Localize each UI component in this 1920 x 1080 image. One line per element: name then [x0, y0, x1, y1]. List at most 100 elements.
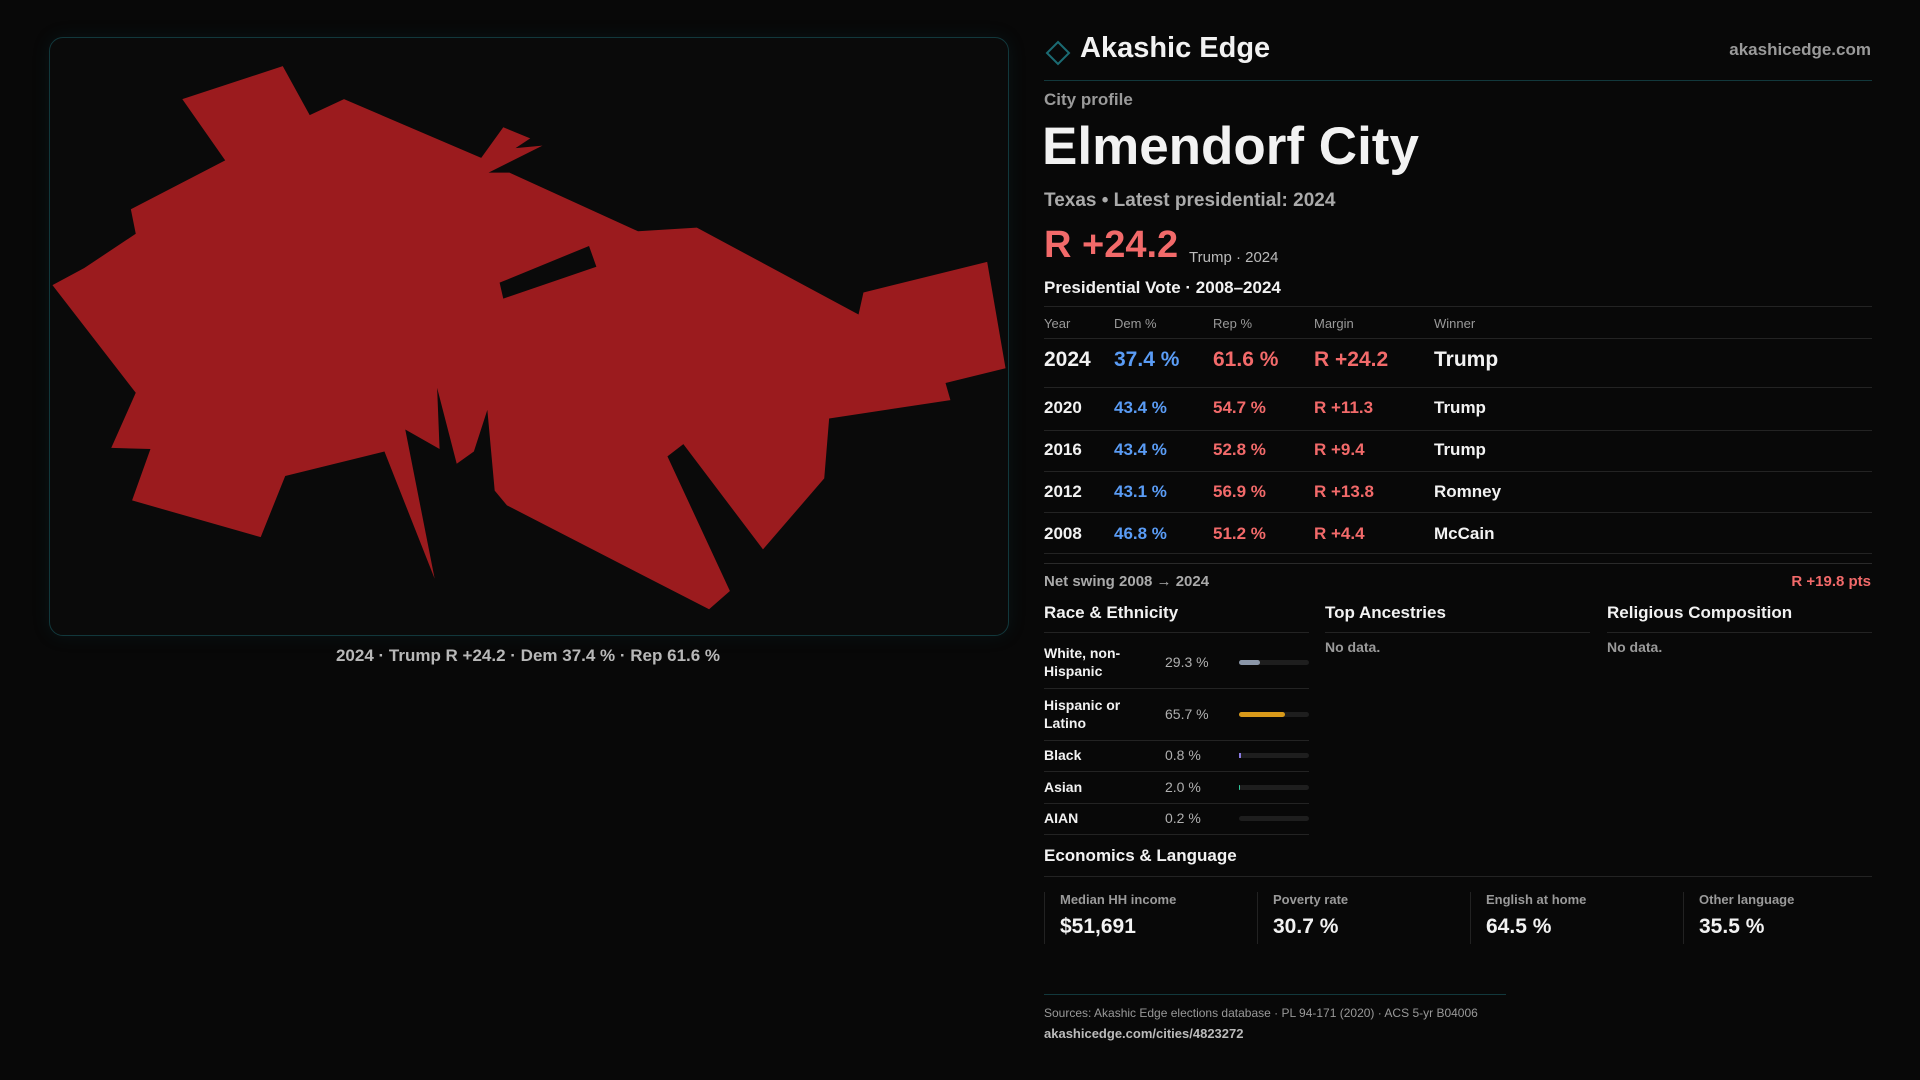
page-subtitle: Texas • Latest presidential: 2024	[1044, 190, 1336, 211]
race-value: 0.2 %	[1165, 810, 1201, 826]
vote-cell-winner: Romney	[1434, 482, 1502, 501]
divider	[1044, 632, 1309, 633]
diamond-outline-icon	[1045, 40, 1071, 66]
brand-name: Akashic Edge	[1080, 32, 1271, 64]
divider	[1325, 632, 1590, 633]
row-divider	[1044, 688, 1309, 689]
ancestries-title: Top Ancestries	[1325, 603, 1446, 622]
ancestries-empty: No data.	[1325, 639, 1381, 655]
stat-label: Other language	[1699, 892, 1795, 907]
stat-card: Poverty rate 30.7 %	[1257, 892, 1348, 944]
stat-card: English at home 64.5 %	[1470, 892, 1586, 944]
race-bar-fill	[1239, 785, 1241, 790]
row-divider	[1044, 553, 1872, 554]
race-value: 65.7 %	[1165, 706, 1209, 722]
vote-cell-rep: 56.9 %	[1213, 482, 1266, 501]
vote-cell-dem: 46.8 %	[1114, 524, 1167, 543]
race-bar-track	[1239, 785, 1309, 790]
row-divider	[1044, 387, 1872, 388]
footer-divider	[1044, 994, 1506, 995]
stat-card: Median HH income $51,691	[1044, 892, 1176, 944]
page-kicker: City profile	[1044, 90, 1133, 109]
row-divider	[1044, 834, 1309, 835]
race-bar-fill	[1239, 753, 1241, 758]
page-title: Elmendorf City	[1042, 117, 1419, 176]
race-value: 29.3 %	[1165, 654, 1209, 670]
divider	[1044, 563, 1872, 564]
city-boundary-shape	[52, 66, 1006, 610]
vote-cell-winner: Trump	[1434, 440, 1486, 459]
vote-cell-margin: R +4.4	[1314, 524, 1365, 543]
race-label: White, non-Hispanic	[1044, 645, 1121, 679]
row-divider	[1044, 803, 1309, 804]
divider	[1044, 876, 1872, 877]
vote-cell-year: 2008	[1044, 524, 1082, 543]
race-label: Black	[1044, 747, 1082, 763]
vote-cell-winner: Trump	[1434, 348, 1499, 371]
row-divider	[1044, 471, 1872, 472]
vote-cell-rep: 61.6 %	[1213, 348, 1279, 371]
race-label: AIAN	[1044, 810, 1079, 826]
row-divider	[1044, 740, 1309, 741]
vote-cell-year: 2012	[1044, 482, 1082, 501]
divider	[1044, 306, 1872, 307]
col-winner: Winner	[1434, 316, 1476, 331]
race-value: 2.0 %	[1165, 779, 1201, 795]
religion-title: Religious Composition	[1607, 603, 1793, 622]
vote-cell-dem: 43.4 %	[1114, 440, 1167, 459]
stat-label: Poverty rate	[1273, 892, 1349, 907]
footer-url[interactable]: akashicedge.com/cities/4823272	[1044, 1026, 1244, 1041]
vote-cell-winner: McCain	[1434, 524, 1495, 543]
race-bar-track	[1239, 660, 1309, 665]
votes-title: Presidential Vote · 2008–2024	[1044, 278, 1281, 297]
city-map-panel[interactable]	[49, 37, 1009, 636]
footer-sources: Sources: Akashic Edge elections database…	[1044, 1006, 1478, 1020]
header-divider	[1044, 80, 1872, 81]
vote-cell-winner: Trump	[1434, 398, 1486, 417]
vote-cell-rep: 52.8 %	[1213, 440, 1266, 459]
race-label: Asian	[1044, 779, 1083, 795]
vote-cell-year: 2016	[1044, 440, 1082, 459]
race-value: 0.8 %	[1165, 747, 1201, 763]
headline-note: Trump · 2024	[1189, 249, 1279, 266]
city-boundary-map	[52, 66, 1006, 610]
stat-value: 35.5 %	[1699, 915, 1765, 938]
vote-cell-rep: 51.2 %	[1213, 524, 1266, 543]
race-bar-fill	[1239, 712, 1285, 717]
vote-cell-dem: 43.1 %	[1114, 482, 1167, 501]
religion-empty: No data.	[1607, 639, 1663, 655]
race-bar-track	[1239, 753, 1309, 758]
swing-value: R +19.8 pts	[1791, 573, 1871, 590]
vote-cell-margin: R +13.8	[1314, 482, 1375, 501]
vote-cell-year: 2020	[1044, 398, 1082, 417]
stat-value: $51,691	[1060, 915, 1136, 938]
vote-cell-dem: 43.4 %	[1114, 398, 1167, 417]
swing-label: Net swing 2008 → 2024	[1044, 573, 1210, 590]
vote-cell-year: 2024	[1044, 348, 1091, 371]
row-divider	[1044, 430, 1872, 431]
vote-cell-margin: R +11.3	[1314, 398, 1374, 417]
row-divider	[1044, 512, 1872, 513]
map-caption: 2024 · Trump R +24.2 · Dem 37.4 % · Rep …	[335, 646, 721, 665]
economics-title: Economics & Language	[1044, 846, 1237, 865]
stat-label: English at home	[1486, 892, 1587, 907]
vote-cell-rep: 54.7 %	[1213, 398, 1266, 417]
vote-cell-dem: 37.4 %	[1114, 348, 1180, 371]
site-link[interactable]: akashicedge.com	[1729, 40, 1871, 59]
divider	[1044, 338, 1872, 339]
race-bar-fill	[1239, 660, 1260, 665]
stat-label: Median HH income	[1060, 892, 1177, 907]
stat-card: Other language 35.5 %	[1683, 892, 1794, 944]
row-divider	[1044, 771, 1309, 772]
vote-cell-margin: R +9.4	[1314, 440, 1365, 459]
stat-value: 30.7 %	[1273, 915, 1339, 938]
race-bar-track	[1239, 816, 1309, 821]
divider	[1607, 632, 1872, 633]
headline-margin: R +24.2	[1044, 224, 1179, 266]
vote-cell-margin: R +24.2	[1314, 348, 1389, 371]
race-title: Race & Ethnicity	[1044, 603, 1179, 622]
col-dem: Dem %	[1114, 316, 1157, 331]
col-rep: Rep %	[1213, 316, 1253, 331]
stat-value: 64.5 %	[1486, 915, 1552, 938]
race-bar-track	[1239, 712, 1309, 717]
